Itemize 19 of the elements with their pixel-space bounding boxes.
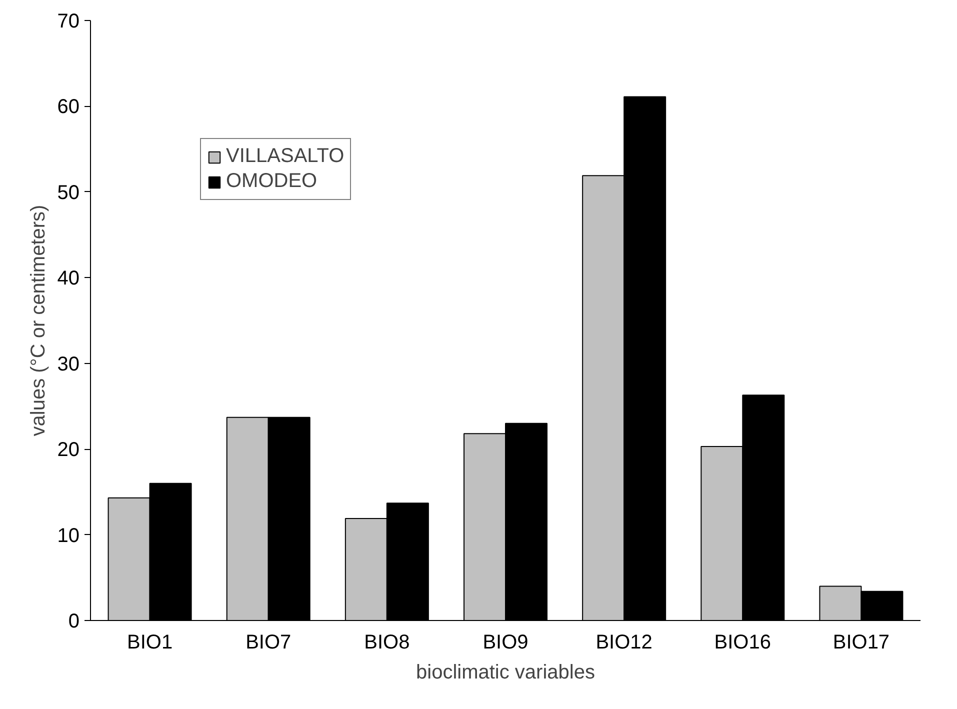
x-tick-label: BIO12 [596, 632, 652, 654]
x-tick-label: BIO1 [127, 632, 173, 654]
x-tick-label: BIO16 [714, 632, 771, 654]
y-tick-label: 60 [57, 96, 80, 118]
y-tick-label: 40 [57, 268, 80, 290]
y-tick-label: 10 [57, 524, 80, 547]
x-tick-label: BIO9 [482, 632, 528, 654]
y-tick-label: 70 [57, 10, 80, 32]
y-axis-title: values (°C or centimeters) [27, 204, 50, 436]
legend-label: VILLASALTO [226, 145, 344, 168]
x-axis-title: bioclimatic variables [416, 662, 595, 684]
legend-label: OMODEO [226, 170, 318, 193]
y-tick-label: 20 [57, 439, 80, 462]
x-tick-label: BIO7 [246, 632, 292, 654]
y-tick-label: 30 [57, 353, 80, 376]
x-tick-label: BIO17 [832, 632, 890, 654]
y-tick-label: 50 [57, 182, 80, 204]
y-tick-label: 0 [68, 610, 80, 632]
x-tick-label: BIO8 [364, 632, 410, 654]
